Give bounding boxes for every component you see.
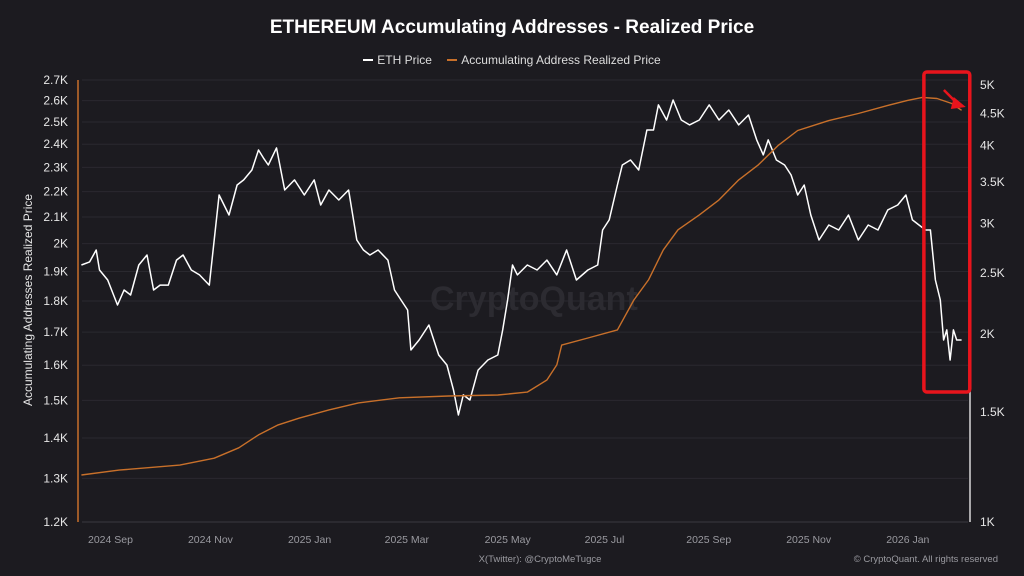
legend-label: ETH Price [377, 53, 432, 67]
chart-title: ETHEREUM Accumulating Addresses - Realiz… [269, 17, 755, 38]
y-axis-left-label: Accumulating Addresses Realized Price [21, 194, 35, 406]
y-left-tick-label: 2K [53, 237, 68, 251]
legend-item-realized-price[interactable]: Accumulating Address Realized Price [447, 53, 661, 67]
y-right-tick-label: 4K [980, 139, 995, 153]
legend: ETH Price Accumulating Address Realized … [0, 50, 1024, 67]
legend-item-eth-price[interactable]: ETH Price [363, 53, 432, 67]
y-right-tick-label: 4.5K [980, 107, 1005, 121]
x-tick-label: 2025 Sep [686, 534, 731, 546]
y-right-tick-label: 3K [980, 217, 995, 231]
source-credit: X(Twitter): @CryptoMeTugce [479, 554, 602, 565]
y-right-tick-label: 3.5K [980, 175, 1005, 189]
axes: 1.2K 1.3K 1.4K 1.5K 1.6K 1.7K 1.8K 1.9K 2K 2.1K 2.… [43, 73, 1004, 546]
x-tick-label: 2025 Nov [786, 534, 832, 546]
y-left-tick-label: 1.8K [43, 294, 68, 308]
x-tick-label: 2026 Jan [886, 534, 929, 546]
eth-price-line [81, 99, 962, 416]
y-left-tick-label: 2.7K [43, 73, 68, 87]
watermark: CryptoQuant [430, 280, 638, 318]
x-tick-label: 2024 Nov [188, 534, 234, 546]
x-tick-label: 2025 Jan [288, 534, 331, 546]
x-tick-label: 2025 May [485, 534, 532, 546]
legend-swatch [363, 59, 374, 61]
y-left-tick-label: 1.2K [43, 515, 68, 529]
realized-price-line [81, 96, 962, 476]
y-left-tick-label: 2.2K [43, 185, 68, 199]
legend-swatch [447, 59, 458, 61]
y-right-tick-label: 1.5K [980, 405, 1005, 419]
y-left-tick-label: 2.3K [43, 160, 68, 174]
y-left-tick-label: 1.9K [43, 265, 68, 279]
y-left-tick-label: 2.6K [43, 94, 68, 108]
arrow-head-icon [950, 97, 966, 109]
y-right-tick-label: 2.5K [980, 266, 1005, 280]
x-tick-label: 2025 Mar [385, 534, 430, 546]
y-left-tick-label: 1.7K [43, 325, 68, 339]
y-right-tick-label: 2K [980, 327, 995, 341]
y-left-tick-label: 1.4K [43, 431, 68, 445]
highlight-box [922, 70, 972, 394]
x-tick-label: 2024 Sep [88, 534, 133, 546]
y-left-tick-label: 1.5K [43, 393, 68, 407]
y-right-tick-label: 1K [980, 515, 995, 529]
copyright: © CryptoQuant. All rights reserved [854, 554, 998, 565]
y-left-tick-label: 2.4K [43, 137, 68, 151]
y-right-tick-label: 5K [980, 78, 995, 92]
highlight-annotation [922, 70, 972, 394]
gridlines [82, 79, 968, 479]
y-left-tick-label: 1.6K [43, 358, 68, 372]
series-lines [81, 96, 962, 476]
y-left-tick-label: 1.3K [43, 471, 68, 485]
y-left-tick-label: 2.5K [43, 115, 68, 129]
legend-label: Accumulating Address Realized Price [461, 53, 661, 67]
x-tick-label: 2025 Jul [585, 534, 625, 546]
y-left-tick-label: 2.1K [43, 210, 68, 224]
